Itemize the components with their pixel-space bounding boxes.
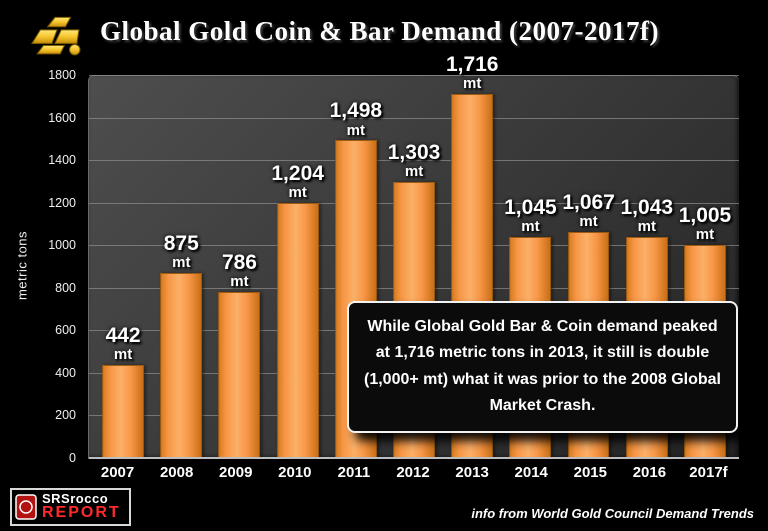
y-tick-label: 600 bbox=[55, 323, 76, 338]
bar-label: 1,045 mt bbox=[487, 195, 574, 235]
bar-unit-label: mt bbox=[113, 346, 133, 364]
annotation-box: While Global Gold Bar & Coin demand peak… bbox=[347, 301, 738, 433]
x-axis-line bbox=[89, 457, 739, 459]
y-tick-label: 400 bbox=[55, 365, 76, 380]
y-tick-label: 200 bbox=[55, 408, 76, 423]
bar-label: 875 mt bbox=[138, 232, 225, 272]
bar-unit-label: mt bbox=[579, 213, 598, 231]
bar-value-label: 1,005 bbox=[678, 204, 732, 228]
bar-value-label: 1,716 bbox=[445, 53, 499, 77]
y-tick-label: 1800 bbox=[48, 68, 76, 82]
bar-value-label: 1,043 bbox=[620, 196, 674, 220]
bar bbox=[276, 202, 319, 459]
bar-value-label: 1,303 bbox=[387, 140, 441, 164]
x-tick-label: 2007 bbox=[100, 464, 135, 481]
gridline bbox=[89, 160, 739, 162]
credit-text: info from World Gold Council Demand Tren… bbox=[471, 506, 754, 521]
x-tick-label: 2017f bbox=[689, 464, 728, 481]
bar-slot: 1,204 mt bbox=[269, 76, 327, 459]
x-tick-label: 2015 bbox=[573, 464, 607, 481]
bar-label: 1,204 mt bbox=[254, 162, 341, 202]
srsrocco-logo-text: SRSrocco REPORT bbox=[42, 490, 121, 522]
y-tick-label: 1400 bbox=[48, 153, 76, 168]
x-tick-label: 2016 bbox=[632, 464, 667, 481]
y-tick-label: 1200 bbox=[48, 195, 76, 210]
y-tick-label: 1600 bbox=[48, 110, 76, 125]
gold-bars-icon bbox=[28, 8, 84, 58]
srsrocco-emblem-icon bbox=[15, 494, 37, 520]
bar bbox=[102, 364, 145, 459]
y-tick-label: 0 bbox=[69, 451, 76, 465]
logo-name: SRSrocco bbox=[42, 490, 109, 506]
x-tick-label: 2011 bbox=[337, 464, 371, 481]
bar-slot: 875 mt bbox=[152, 76, 210, 459]
bar-unit-label: mt bbox=[463, 75, 482, 93]
bar bbox=[160, 272, 203, 459]
bar-label: 1,005 mt bbox=[661, 205, 748, 243]
bar-label: 442 mt bbox=[79, 325, 166, 363]
bar-slot: 786 mt bbox=[210, 76, 268, 459]
bar-slot: 442 mt bbox=[94, 76, 152, 459]
bar-value-label: 1,045 bbox=[504, 195, 557, 219]
bar-unit-label: mt bbox=[230, 273, 249, 291]
bar-value-label: 1,498 bbox=[329, 99, 383, 123]
bar-unit-label: mt bbox=[695, 226, 715, 244]
gridline bbox=[89, 117, 739, 119]
page-title: Global Gold Coin & Bar Demand (2007-2017… bbox=[100, 16, 660, 46]
x-tick-label: 2010 bbox=[278, 464, 312, 481]
x-tick-label: 2008 bbox=[159, 464, 194, 481]
bar-label: 1,716 mt bbox=[429, 54, 516, 92]
bar-value-label: 442 bbox=[105, 324, 141, 348]
bar-label: 1,498 mt bbox=[312, 100, 399, 138]
bar-unit-label: mt bbox=[404, 163, 424, 181]
bar-unit-label: mt bbox=[637, 218, 656, 236]
bar-value-label: 786 bbox=[221, 250, 257, 274]
annotation-text: While Global Gold Bar & Coin demand peak… bbox=[364, 318, 721, 415]
x-tick-label: 2014 bbox=[514, 464, 548, 481]
x-tick-label: 2013 bbox=[455, 464, 489, 481]
x-tick-row: 2007 2008 2009 2010 2011 2012 2013 2014 2015 2016… bbox=[88, 464, 738, 481]
y-tick-column: 0 200 400 600 800 1000 1200 1400 1600 1800 bbox=[34, 68, 80, 465]
bar-unit-label: mt bbox=[288, 184, 307, 202]
y-tick-label: 800 bbox=[55, 280, 76, 295]
bar-unit-label: mt bbox=[346, 121, 366, 139]
bar-value-label: 1,204 bbox=[271, 162, 324, 186]
bar-label: 1,043 mt bbox=[603, 197, 690, 235]
bar-value-label: 875 bbox=[163, 232, 199, 256]
bar-label: 1,303 mt bbox=[370, 140, 457, 181]
x-tick-label: 2012 bbox=[396, 464, 430, 481]
logo-report: REPORT bbox=[42, 504, 121, 522]
gridline bbox=[89, 75, 739, 76]
y-tick-label: 1000 bbox=[48, 238, 76, 253]
bar-label: 786 mt bbox=[196, 250, 283, 291]
bar-unit-label: mt bbox=[172, 254, 191, 272]
bar-value-label: 1,067 bbox=[562, 191, 615, 215]
bar bbox=[218, 291, 261, 459]
bar-label: 1,067 mt bbox=[545, 192, 632, 230]
srsrocco-logo: SRSrocco REPORT bbox=[10, 487, 131, 526]
x-tick-label: 2009 bbox=[219, 464, 253, 481]
bar-unit-label: mt bbox=[521, 217, 540, 235]
y-axis-title: metric tons bbox=[14, 230, 30, 301]
